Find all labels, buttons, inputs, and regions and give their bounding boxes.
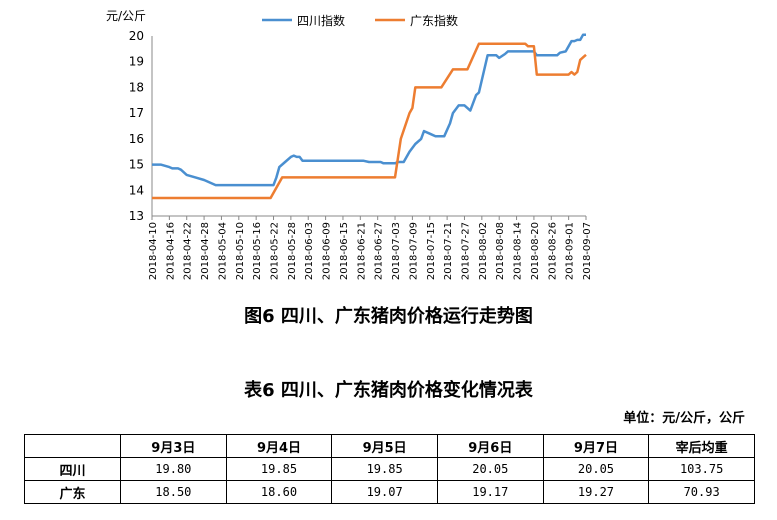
x-tick-label: 2018-05-28 xyxy=(287,222,298,280)
row-label: 四川 xyxy=(24,457,121,481)
y-tick-label: 19 xyxy=(129,55,144,69)
x-tick-label: 2018-05-22 xyxy=(270,222,281,280)
header-cell: 9月5日 xyxy=(331,434,438,458)
x-tick-label: 2018-09-01 xyxy=(565,222,576,280)
series-line-sichuan xyxy=(152,33,586,187)
x-tick-label: 2018-06-21 xyxy=(356,222,367,280)
x-tick-label: 2018-09-07 xyxy=(582,222,593,280)
y-axis-unit-label: 元/公斤 xyxy=(106,9,146,23)
table-cell: 18.50 xyxy=(120,480,227,504)
figure-caption: 图6 四川、广东猪肉价格运行走势图 xyxy=(244,306,533,327)
y-tick-label: 13 xyxy=(129,209,144,223)
table-cell: 20.05 xyxy=(436,457,544,481)
x-tick-label: 2018-06-15 xyxy=(339,222,350,280)
y-tick-label: 14 xyxy=(129,183,144,197)
y-tick-label: 18 xyxy=(129,80,144,94)
header-corner xyxy=(24,434,121,458)
header-cell: 9月4日 xyxy=(225,434,333,458)
unit-note: 单位：元/公斤，公斤 xyxy=(623,411,745,426)
table-cell: 19.85 xyxy=(225,457,333,481)
header-cell: 9月6日 xyxy=(436,434,544,458)
table-row: 广东 18.50 18.60 19.07 19.17 19.27 70.93 xyxy=(24,480,755,504)
row-label: 广东 xyxy=(24,480,121,504)
x-tick-label: 2018-07-09 xyxy=(408,222,419,280)
table-row: 四川 19.80 19.85 19.85 20.05 20.05 103.75 xyxy=(24,457,755,481)
x-tick-label: 2018-04-22 xyxy=(183,222,194,280)
x-tick-label: 2018-07-03 xyxy=(391,222,402,280)
table-cell: 19.27 xyxy=(542,480,650,504)
header-cell: 宰后均重 xyxy=(648,434,755,458)
table-cell: 18.60 xyxy=(225,480,333,504)
x-tick-label: 2018-04-10 xyxy=(148,222,159,280)
x-tick-label: 2018-07-21 xyxy=(443,222,454,280)
legend: 四川指数 广东指数 xyxy=(262,13,458,28)
x-tick-label: 2018-05-10 xyxy=(235,222,246,280)
table-header-row: 9月3日 9月4日 9月5日 9月6日 9月7日 宰后均重 xyxy=(24,434,755,458)
table-cell: 19.85 xyxy=(331,457,438,481)
x-tick-label: 2018-06-03 xyxy=(304,222,315,280)
x-tick-label: 2018-04-28 xyxy=(200,222,211,280)
table-caption: 表6 四川、广东猪肉价格变化情况表 xyxy=(244,380,533,401)
y-axis: 13 14 15 16 17 18 19 20 xyxy=(129,29,153,223)
x-axis: 2018-04-10 2018-04-16 2018-04-22 2018-04-28… xyxy=(148,215,593,280)
plot-area xyxy=(152,33,587,200)
y-tick-label: 20 xyxy=(129,29,144,43)
x-tick-label: 2018-07-15 xyxy=(426,222,437,280)
x-tick-label: 2018-05-04 xyxy=(217,222,228,280)
header-cell: 9月3日 xyxy=(120,434,227,458)
y-tick-label: 16 xyxy=(129,132,144,146)
price-trend-chart: 元/公斤 四川指数 广东指数 13 14 15 16 17 18 19 20 2018-04-… xyxy=(106,9,593,280)
x-tick-label: 2018-08-14 xyxy=(513,222,524,280)
table-cell: 19.17 xyxy=(436,480,544,504)
series-line-guangdong xyxy=(152,42,587,200)
header-cell: 9月7日 xyxy=(542,434,650,458)
x-tick-label: 2018-05-16 xyxy=(252,222,263,280)
x-tick-label: 2018-07-27 xyxy=(460,222,471,280)
price-table: 9月3日 9月4日 9月5日 9月6日 9月7日 宰后均重 四川 19.80 1… xyxy=(24,434,755,504)
x-tick-label: 2018-06-27 xyxy=(374,222,385,280)
table-cell: 20.05 xyxy=(542,457,650,481)
table-cell: 19.80 xyxy=(120,457,227,481)
table-cell: 70.93 xyxy=(648,480,755,504)
legend-label-sichuan: 四川指数 xyxy=(297,13,345,28)
x-tick-label: 2018-08-26 xyxy=(547,222,558,280)
x-tick-label: 2018-06-09 xyxy=(322,222,333,280)
x-tick-label: 2018-04-16 xyxy=(165,222,176,280)
x-tick-label: 2018-08-02 xyxy=(478,222,489,280)
legend-label-guangdong: 广东指数 xyxy=(410,13,458,28)
y-tick-label: 15 xyxy=(129,158,144,172)
table-cell: 19.07 xyxy=(331,480,438,504)
x-tick-label: 2018-08-20 xyxy=(530,222,541,280)
table-cell: 103.75 xyxy=(648,457,755,481)
x-tick-label: 2018-08-08 xyxy=(495,222,506,280)
y-tick-label: 17 xyxy=(129,106,144,120)
